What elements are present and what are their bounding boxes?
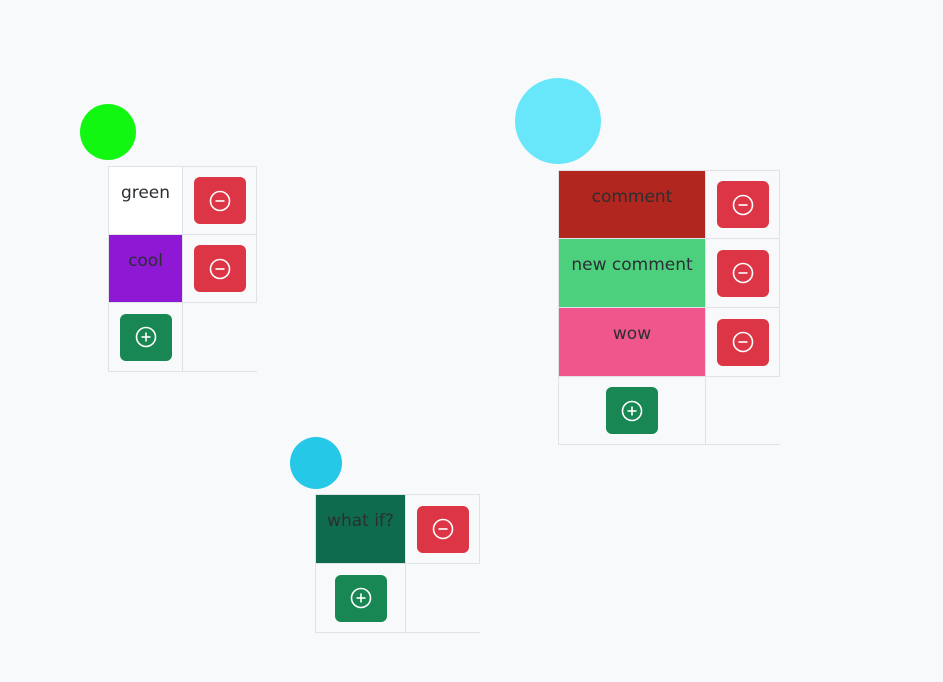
node-handle-cyan[interactable]	[290, 437, 342, 489]
remove-cell	[705, 307, 780, 377]
remove-cell	[705, 170, 780, 239]
comment-row: wow	[558, 307, 780, 377]
add-cell	[108, 302, 183, 372]
node-handle-light-blue[interactable]	[515, 78, 601, 164]
comment-table: comment new comment wow	[558, 170, 780, 445]
empty-cell	[705, 376, 780, 445]
minus-circle-icon	[432, 518, 453, 540]
plus-circle-icon	[350, 587, 371, 609]
comment-text: green	[120, 183, 171, 203]
comment-row: cool	[108, 234, 257, 303]
comment-row: what if?	[315, 494, 480, 564]
remove-comment-button[interactable]	[716, 318, 769, 366]
comment-row: new comment	[558, 238, 780, 308]
minus-circle-icon	[732, 194, 753, 215]
add-comment-button[interactable]	[606, 387, 658, 434]
minus-circle-icon	[209, 190, 230, 211]
add-row	[315, 563, 480, 633]
plus-circle-icon	[621, 400, 643, 421]
comment-cell: cool	[108, 234, 183, 303]
add-comment-button[interactable]	[334, 574, 387, 622]
node-handle-green[interactable]	[80, 104, 136, 160]
empty-cell	[182, 302, 257, 372]
remove-cell	[705, 238, 780, 308]
add-cell	[558, 376, 706, 445]
add-row	[558, 376, 780, 445]
remove-cell	[405, 494, 480, 564]
empty-cell	[405, 563, 480, 633]
comment-cell: what if?	[315, 494, 406, 564]
remove-comment-button[interactable]	[193, 245, 246, 292]
comment-row: comment	[558, 170, 780, 239]
comment-text: comment	[591, 187, 673, 207]
comment-cell: wow	[558, 307, 706, 377]
remove-comment-button[interactable]	[193, 177, 246, 224]
comment-cell: comment	[558, 170, 706, 239]
comment-text: wow	[612, 324, 652, 344]
remove-comment-button[interactable]	[716, 249, 769, 297]
comment-table: what if?	[315, 494, 480, 633]
comment-cell: green	[108, 166, 183, 235]
remove-cell	[182, 166, 257, 235]
add-comment-button[interactable]	[119, 313, 172, 361]
comment-table: green cool	[108, 166, 257, 372]
plus-circle-icon	[135, 326, 156, 348]
comment-row: green	[108, 166, 257, 235]
comment-text: what if?	[327, 511, 394, 531]
minus-circle-icon	[209, 258, 230, 279]
add-row	[108, 302, 257, 372]
minus-circle-icon	[732, 331, 753, 353]
comment-cell: new comment	[558, 238, 706, 308]
add-cell	[315, 563, 406, 633]
remove-cell	[182, 234, 257, 303]
minus-circle-icon	[732, 262, 753, 284]
comment-text: cool	[128, 251, 163, 271]
remove-comment-button[interactable]	[416, 505, 469, 553]
remove-comment-button[interactable]	[716, 181, 769, 228]
comment-text: new comment	[571, 255, 693, 275]
